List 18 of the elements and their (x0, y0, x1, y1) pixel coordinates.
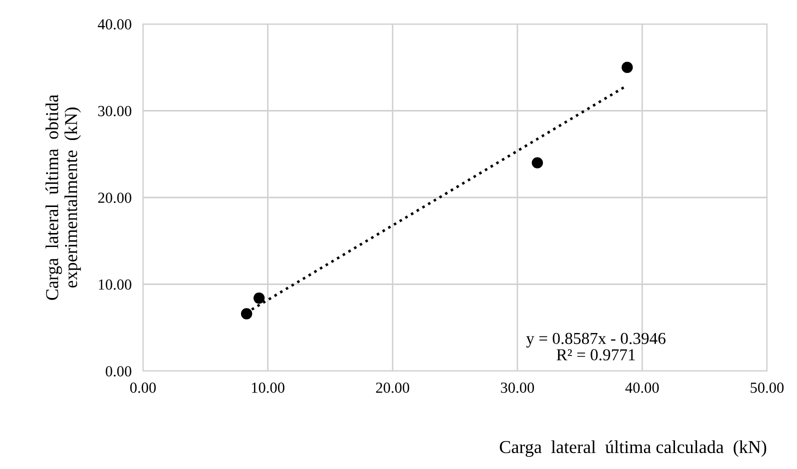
annotation: y = 0.8587x - 0.3946 R² = 0.9771 (526, 332, 666, 360)
point (253, 292, 265, 304)
x-tick-label: 0.00 (130, 382, 156, 393)
y-tick-label: 30.00 (98, 106, 132, 116)
point (240, 308, 252, 320)
x-tick-label: 30.00 (500, 382, 534, 393)
x-tick-label: 40.00 (625, 382, 659, 393)
y-tick-label: 20.00 (98, 192, 132, 204)
x-axis-title: Carga lateral última calculada (kN) (500, 440, 766, 457)
point (532, 157, 543, 168)
x-tick-label: 10.00 (252, 382, 284, 393)
point (622, 62, 633, 73)
y-tick-label: 10.00 (98, 279, 132, 290)
y-axis-title: Carga lateral última obtida experimentalmente (kN) (46, 94, 81, 300)
y-tick-label: 40.00 (98, 19, 132, 30)
x-tick-label: 20.00 (376, 382, 410, 393)
x-tick-label: 50.00 (750, 382, 784, 393)
y-tick-label: 0.00 (106, 366, 132, 377)
